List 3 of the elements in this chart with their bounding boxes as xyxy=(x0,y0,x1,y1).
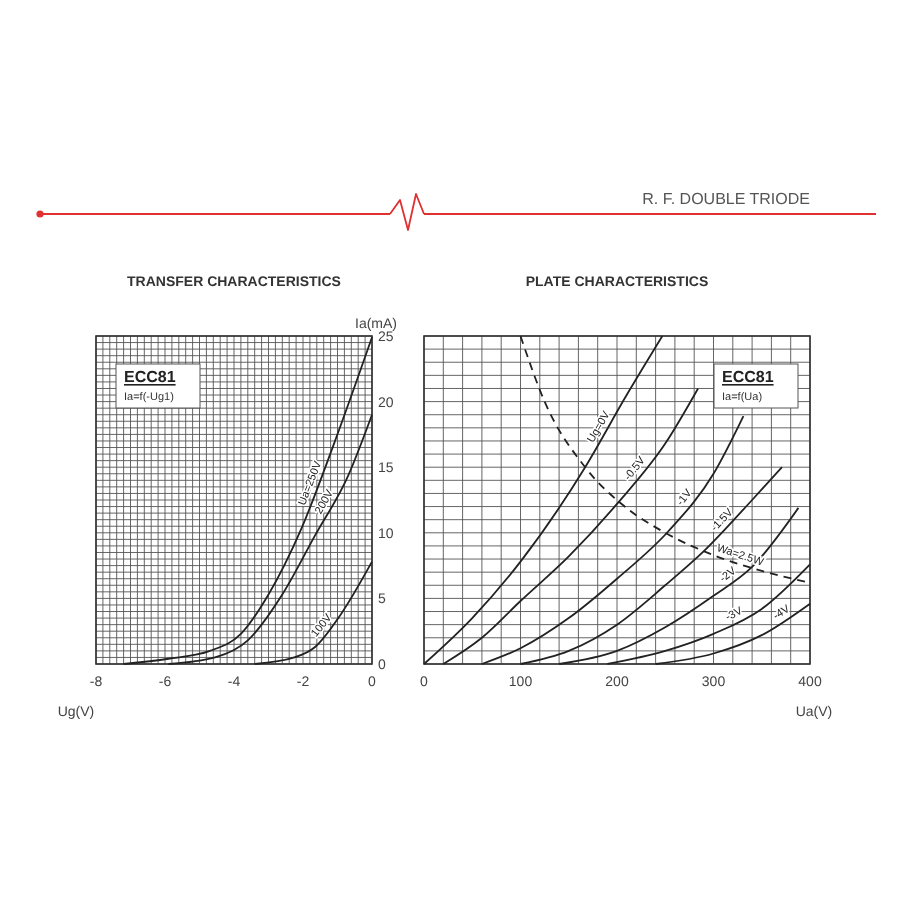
annotation: ECC81 xyxy=(722,368,775,386)
annotation: ECC81 xyxy=(124,368,177,386)
text: R. F. DOUBLE TRIODE xyxy=(642,190,810,208)
